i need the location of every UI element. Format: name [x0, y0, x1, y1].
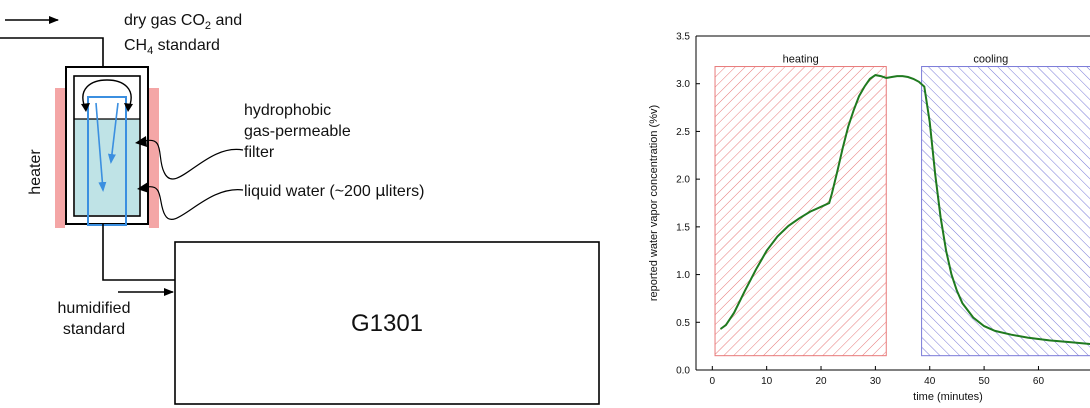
- x-tick-label: 40: [924, 376, 936, 387]
- region-heating: [714, 66, 887, 357]
- series-line-0: [719, 74, 1090, 345]
- filter-pointer: [144, 139, 244, 180]
- y-tick-label: 3.5: [676, 32, 690, 43]
- inlet-label-line2: CH4 standard: [124, 37, 220, 57]
- region-label-cooling: cooling: [973, 54, 1008, 66]
- y-tick-label: 1.0: [676, 270, 690, 281]
- region-cooling: [921, 66, 1090, 357]
- y-tick-label: 3.0: [676, 79, 690, 90]
- x-tick-label: 60: [1033, 376, 1045, 387]
- x-tick-label: 20: [815, 376, 827, 387]
- liquid-water: [75, 119, 139, 215]
- y-tick-label: 0.5: [676, 318, 690, 329]
- apparatus-diagram: dry gas CO2 and CH4 standard heater hydr…: [0, 12, 600, 405]
- circulation-path: [82, 79, 132, 111]
- analyzer-label: G1301: [351, 310, 423, 337]
- filter-label-line1: hydrophobic: [244, 102, 331, 119]
- x-tick-label: 0: [710, 376, 716, 387]
- water-label: liquid water (~200 μliters): [244, 181, 424, 200]
- x-axis-label: time (minutes): [913, 391, 983, 403]
- region-label-heating: heating: [783, 54, 819, 66]
- y-axis-label: reported water vapor concentration (%v): [648, 105, 660, 301]
- outlet-label-line2: standard: [63, 321, 125, 338]
- inlet-tube: [0, 37, 104, 67]
- filter-label-line3: filter: [244, 144, 275, 161]
- water-pointer: [146, 186, 244, 220]
- heater-left: [55, 88, 65, 228]
- x-tick-label: 10: [761, 376, 773, 387]
- heater-right: [149, 88, 159, 228]
- y-tick-label: 1.5: [676, 222, 690, 233]
- inlet-label-line1: dry gas CO2 and: [124, 12, 242, 32]
- filter-tube: [87, 96, 127, 226]
- flow-arrow-right: [107, 102, 119, 164]
- analyzer-box: [174, 241, 600, 405]
- y-tick-label: 2.5: [676, 127, 690, 138]
- x-tick-label: 30: [870, 376, 882, 387]
- filter-label-line2: gas-permeable: [244, 123, 351, 140]
- heater-label: heater: [27, 149, 44, 195]
- y-tick-label: 0.0: [676, 366, 690, 377]
- flow-arrow-left: [95, 102, 107, 192]
- outlet-tube: [102, 224, 175, 281]
- x-tick-label: 50: [979, 376, 991, 387]
- outlet-label-line1: humidified: [58, 300, 131, 317]
- y-tick-label: 2.0: [676, 175, 690, 186]
